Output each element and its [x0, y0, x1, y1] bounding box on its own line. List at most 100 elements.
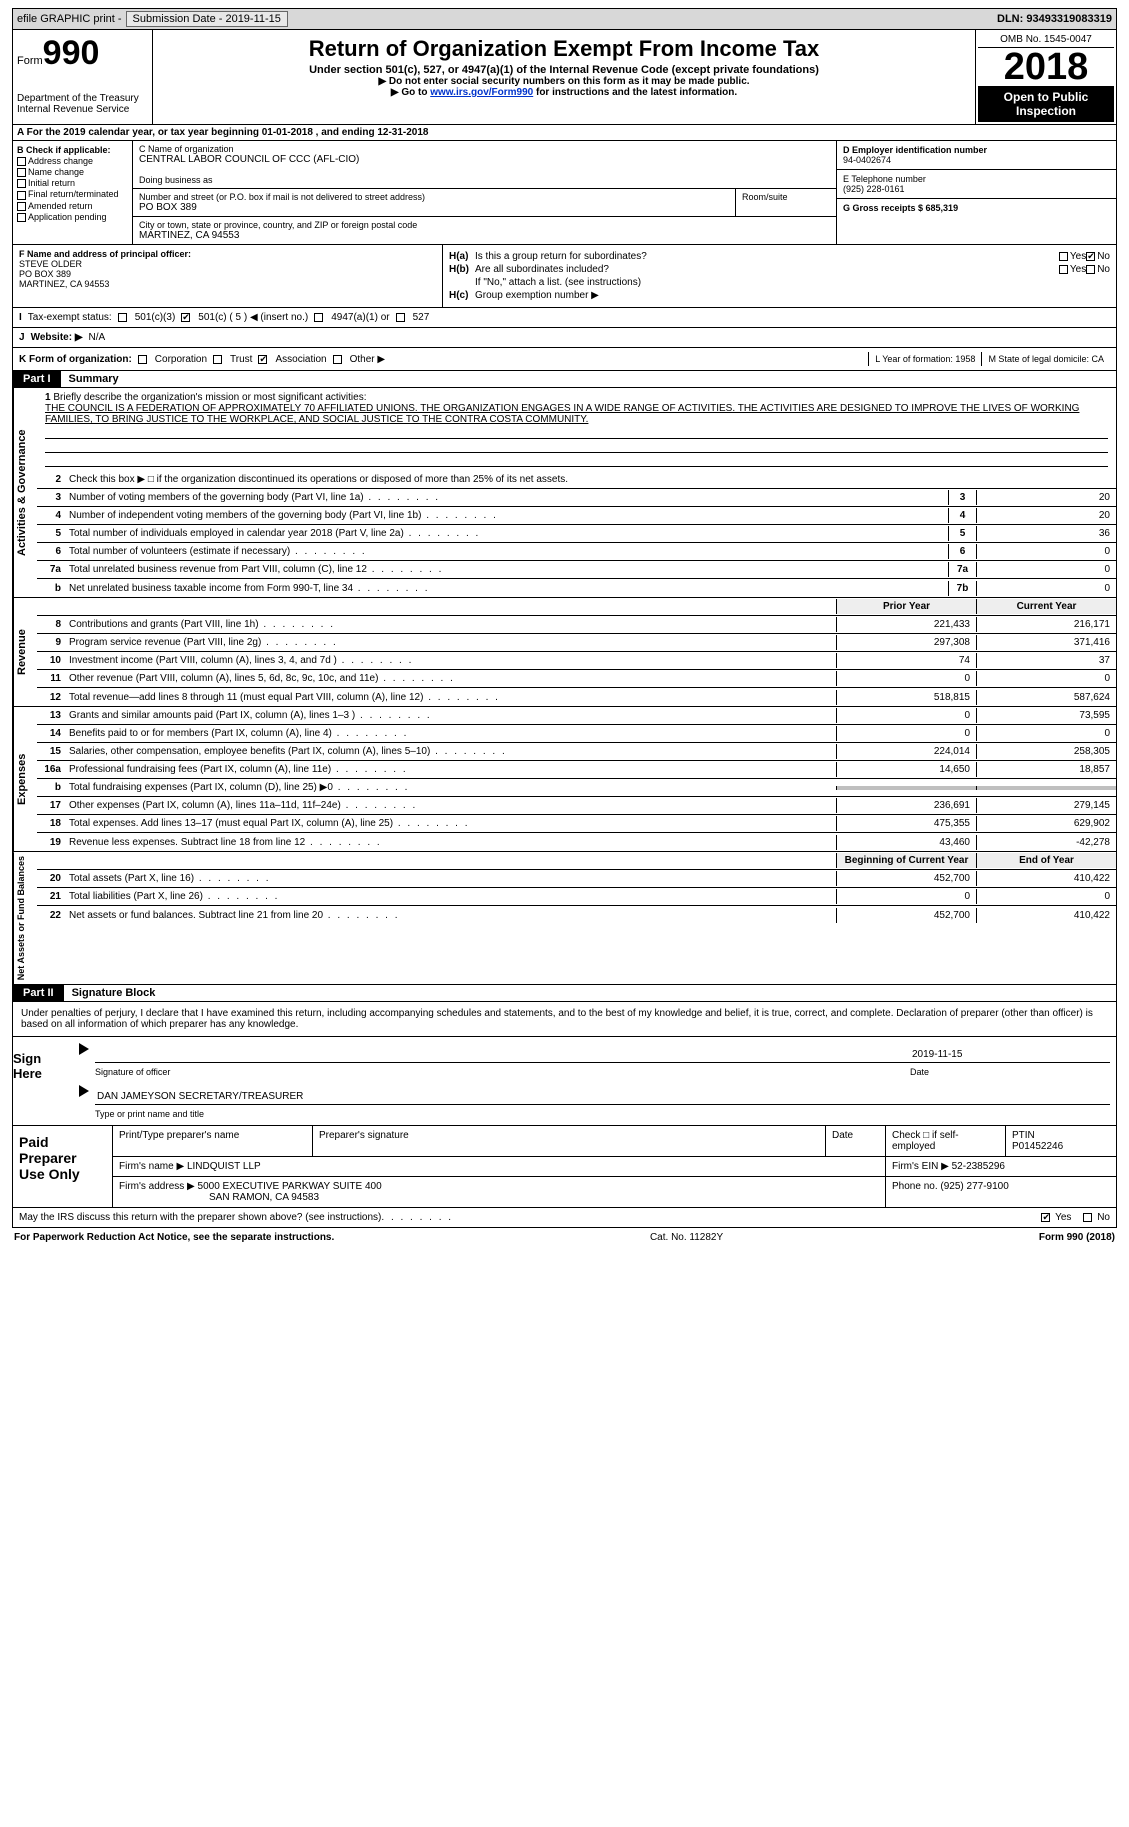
sig-name-lab: Type or print name and title — [95, 1109, 1110, 1119]
firm-addr2: SAN RAMON, CA 94583 — [209, 1192, 319, 1203]
c-addr-val: PO BOX 389 — [139, 202, 729, 213]
cb-address[interactable]: Address change — [17, 156, 128, 166]
part1-header: Part I Summary — [12, 371, 1117, 388]
side-ag: Activities & Governance — [13, 388, 37, 597]
firm-addr-lab: Firm's address ▶ — [119, 1181, 195, 1192]
form-title: Return of Organization Exempt From Incom… — [157, 36, 971, 62]
k-lab: K Form of organization: — [19, 354, 132, 365]
firm-phone-lab: Phone no. — [892, 1181, 938, 1192]
dept-1: Department of the Treasury — [17, 93, 148, 104]
irs-discuss-row: May the IRS discuss this return with the… — [12, 1208, 1117, 1228]
c-room-lab: Room/suite — [742, 192, 830, 202]
note-1: Do not enter social security numbers on … — [157, 76, 971, 87]
side-exp: Expenses — [13, 707, 37, 851]
summary-line: 15Salaries, other compensation, employee… — [37, 743, 1116, 761]
note2-pre: Go to — [401, 87, 430, 98]
summary-line: 7aTotal unrelated business revenue from … — [37, 561, 1116, 579]
paid-h5: PTIN — [1012, 1130, 1035, 1141]
dept-2: Internal Revenue Service — [17, 104, 148, 115]
cb-no[interactable] — [1083, 1213, 1092, 1222]
summary-line: bTotal fundraising expenses (Part IX, co… — [37, 779, 1116, 797]
form-subtitle: Under section 501(c), 527, or 4947(a)(1)… — [157, 64, 971, 76]
mission-lab: Briefly describe the organization's miss… — [53, 392, 366, 403]
cb-yes[interactable] — [1041, 1213, 1050, 1222]
sig-date-val: 2019-11-15 — [910, 1047, 1110, 1062]
signature-block: Under penalties of perjury, I declare th… — [12, 1002, 1117, 1037]
f-lab: F Name and address of principal officer: — [19, 249, 436, 259]
summary-line: 22Net assets or fund balances. Subtract … — [37, 906, 1116, 924]
d-ein-lab: D Employer identification number — [843, 145, 1110, 155]
k-trust: Trust — [230, 354, 252, 365]
cb-initial[interactable]: Initial return — [17, 178, 128, 188]
paid-preparer-block: Paid Preparer Use Only Print/Type prepar… — [12, 1126, 1117, 1208]
i-o4: 527 — [413, 312, 430, 323]
form-header: Form 990 Department of the Treasury Inte… — [12, 30, 1117, 125]
c-dba-lab: Doing business as — [139, 175, 830, 185]
row-j: J Website: ▶ N/A — [12, 328, 1117, 348]
paid-h4: Check □ if self-employed — [886, 1126, 1006, 1156]
firm-addr1: 5000 EXECUTIVE PARKWAY SUITE 400 — [198, 1181, 382, 1192]
h-cell: H(a)Is this a group return for subordina… — [443, 245, 1116, 307]
col-c: C Name of organization CENTRAL LABOR COU… — [133, 141, 836, 244]
hdr-boy: Beginning of Current Year — [836, 853, 976, 868]
cb-name[interactable]: Name change — [17, 167, 128, 177]
sign-here-block: Sign Here 2019-11-15 Signature of office… — [12, 1037, 1117, 1126]
dln-label: DLN: 93493319083319 — [997, 13, 1112, 25]
k-corp: Corporation — [155, 354, 207, 365]
section-exp: Expenses 13Grants and similar amounts pa… — [12, 707, 1117, 852]
no-lab: No — [1097, 1212, 1110, 1223]
section-bcd: B Check if applicable: Address change Na… — [12, 141, 1117, 245]
sig-officer-lab: Signature of officer — [95, 1067, 910, 1077]
d-tel-val: (925) 228-0161 — [843, 184, 1110, 194]
cb-pending[interactable]: Application pending — [17, 212, 128, 222]
c-name-lab: C Name of organization — [139, 144, 830, 154]
j-lab: Website: ▶ — [31, 332, 83, 343]
note2-post: for instructions and the latest informat… — [533, 87, 737, 98]
firm-phone-val: (925) 277-9100 — [940, 1181, 1008, 1192]
summary-line: 16aProfessional fundraising fees (Part I… — [37, 761, 1116, 779]
c-name-val: CENTRAL LABOR COUNCIL OF CCC (AFL-CIO) — [139, 154, 830, 165]
firm-lab: Firm's name ▶ — [119, 1161, 184, 1172]
sig-date-lab: Date — [910, 1067, 1110, 1077]
section-net: Net Assets or Fund Balances Beginning of… — [12, 852, 1117, 985]
sign-here-label: Sign Here — [13, 1037, 73, 1125]
footer-q: May the IRS discuss this return with the… — [19, 1212, 381, 1223]
i-o2: 501(c) ( 5 ) ◀ (insert no.) — [198, 312, 308, 323]
d-tel-lab: E Telephone number — [843, 174, 1110, 184]
paid-h2: Preparer's signature — [313, 1126, 826, 1156]
note-2: Go to www.irs.gov/Form990 for instructio… — [157, 87, 971, 98]
efile-label: efile GRAPHIC print - — [17, 13, 122, 25]
summary-line: 3Number of voting members of the governi… — [37, 489, 1116, 507]
summary-line: 6Total number of volunteers (estimate if… — [37, 543, 1116, 561]
part2-tag: Part II — [13, 985, 64, 1001]
l-year: L Year of formation: 1958 — [868, 352, 981, 366]
yes-lab: Yes — [1055, 1212, 1071, 1223]
cb-amended[interactable]: Amended return — [17, 201, 128, 211]
part1-tag: Part I — [13, 371, 61, 387]
k-other: Other ▶ — [350, 354, 385, 365]
cb-final[interactable]: Final return/terminated — [17, 189, 128, 199]
irs-link[interactable]: www.irs.gov/Form990 — [430, 87, 533, 98]
hdr-current: Current Year — [976, 599, 1116, 614]
summary-line: 17Other expenses (Part IX, column (A), l… — [37, 797, 1116, 815]
k-assoc: Association — [275, 354, 326, 365]
bottom-line: For Paperwork Reduction Act Notice, see … — [12, 1228, 1117, 1247]
summary-line: 18Total expenses. Add lines 13–17 (must … — [37, 815, 1116, 833]
hb-text: Are all subordinates included? — [475, 264, 1059, 275]
summary-line: 10Investment income (Part VIII, column (… — [37, 652, 1116, 670]
hc-text: Group exemption number ▶ — [475, 290, 599, 301]
f-v1: STEVE OLDER — [19, 259, 436, 269]
h-note: If "No," attach a list. (see instruction… — [449, 277, 1110, 288]
period-text: For the 2019 calendar year, or tax year … — [27, 127, 429, 138]
i-o3: 4947(a)(1) or — [331, 312, 389, 323]
submission-date-btn[interactable]: Submission Date - 2019-11-15 — [126, 11, 288, 27]
col-b: B Check if applicable: Address change Na… — [13, 141, 133, 244]
firm-ein-val: 52-2385296 — [952, 1161, 1005, 1172]
cat-no: Cat. No. 11282Y — [334, 1232, 1039, 1243]
summary-line: 11Other revenue (Part VIII, column (A), … — [37, 670, 1116, 688]
firm-val: LINDQUIST LLP — [187, 1161, 261, 1172]
summary-line: 20Total assets (Part X, line 16)452,7004… — [37, 870, 1116, 888]
c-addr-lab: Number and street (or P.O. box if mail i… — [139, 192, 729, 202]
tri-icon — [79, 1043, 89, 1055]
part2-header: Part II Signature Block — [12, 985, 1117, 1002]
